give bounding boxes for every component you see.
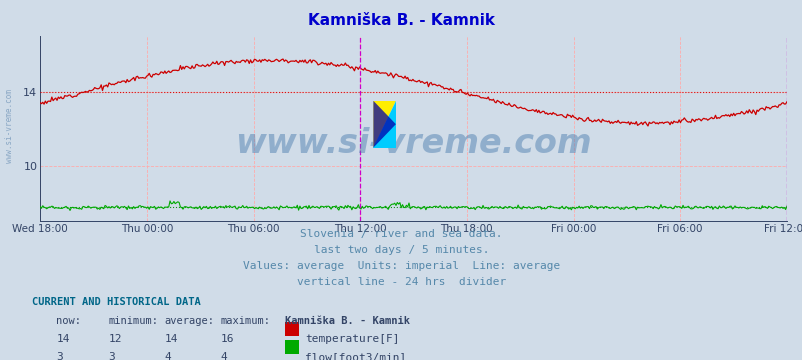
Text: last two days / 5 minutes.: last two days / 5 minutes. [314,245,488,255]
Text: 3: 3 [108,352,115,360]
Text: 4: 4 [221,352,227,360]
Text: Kamniška B. - Kamnik: Kamniška B. - Kamnik [308,13,494,28]
Text: maximum:: maximum: [221,316,270,326]
Polygon shape [373,101,395,148]
Text: Kamniška B. - Kamnik: Kamniška B. - Kamnik [285,316,410,326]
Polygon shape [373,101,395,148]
Text: 12: 12 [108,334,122,344]
Text: now:: now: [56,316,81,326]
Text: 4: 4 [164,352,171,360]
Text: 14: 14 [56,334,70,344]
Text: flow[foot3/min]: flow[foot3/min] [305,352,406,360]
Text: Values: average  Units: imperial  Line: average: Values: average Units: imperial Line: av… [242,261,560,271]
Text: www.si-vreme.com: www.si-vreme.com [235,127,591,160]
Text: 3: 3 [56,352,63,360]
Text: Slovenia / river and sea data.: Slovenia / river and sea data. [300,229,502,239]
Text: minimum:: minimum: [108,316,158,326]
Text: vertical line - 24 hrs  divider: vertical line - 24 hrs divider [297,277,505,287]
Text: 14: 14 [164,334,178,344]
Text: average:: average: [164,316,214,326]
Text: www.si-vreme.com: www.si-vreme.com [5,89,14,163]
Text: 16: 16 [221,334,234,344]
Text: CURRENT AND HISTORICAL DATA: CURRENT AND HISTORICAL DATA [32,297,200,307]
Text: temperature[F]: temperature[F] [305,334,399,344]
Polygon shape [373,101,395,148]
